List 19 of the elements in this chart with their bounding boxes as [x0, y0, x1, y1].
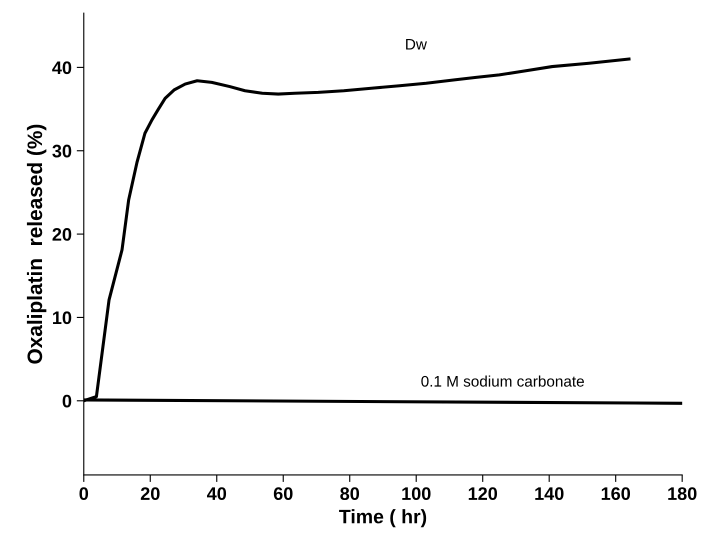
y-tick-label: 40 — [52, 61, 72, 74]
x-tick-label: 160 — [602, 487, 630, 500]
x-tick-label: 0 — [79, 487, 88, 500]
y-tick-label: 30 — [52, 144, 72, 158]
x-tick-label: 20 — [140, 487, 160, 500]
x-tick-label: 60 — [274, 487, 293, 500]
y-tick-label: 0 — [62, 394, 72, 408]
y-tick-label: 10 — [53, 311, 72, 324]
y-axis-title: Oxaliplatin released (%) — [26, 124, 46, 364]
x-tick-label: 140 — [535, 487, 564, 500]
x-tick-label: 40 — [206, 487, 226, 500]
series-label: 0.1 M sodium carbonate — [421, 375, 584, 387]
x-tick-label: 180 — [668, 487, 696, 500]
x-tick-label: 80 — [340, 487, 360, 500]
x-axis-title: Time ( hr) — [339, 509, 426, 528]
x-tick-label: 100 — [402, 487, 431, 500]
x-tick-label: 120 — [468, 487, 498, 500]
text: Dw — [406, 38, 427, 50]
y-tick-label: 20 — [52, 228, 72, 241]
